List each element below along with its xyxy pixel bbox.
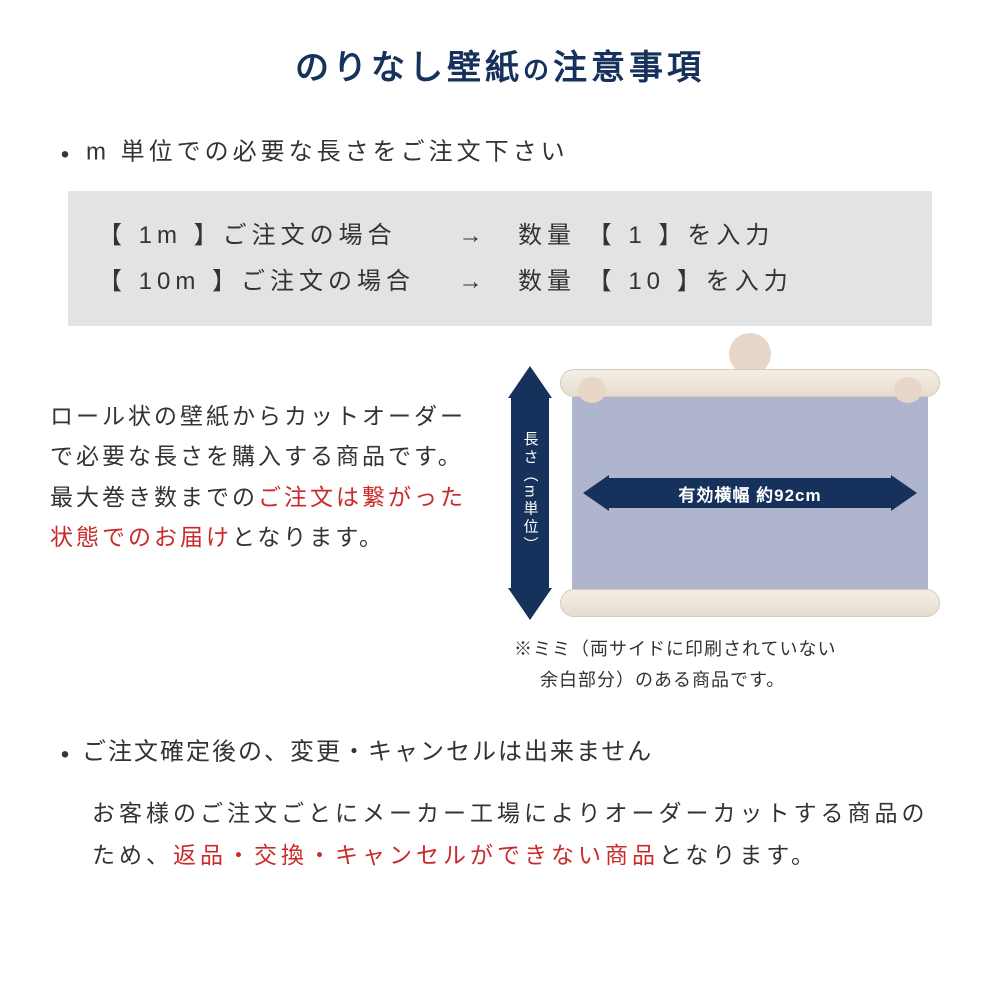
bullet-dot-icon: ・: [50, 740, 82, 773]
horizontal-width-arrow: 有効横幅 約92cm: [583, 475, 918, 511]
s2-b: となります。: [659, 842, 818, 868]
arrow-right-icon: →: [428, 213, 518, 259]
desc-part-b: となります。: [232, 524, 385, 550]
mimi-line1: ※ミミ（両サイドに印刷されていない: [514, 639, 836, 659]
vertical-length-arrow: 長さ（m単位）: [508, 366, 552, 620]
width-label: 有効横幅 約92cm: [609, 478, 892, 508]
bullet-1-text: m 単位での必要な長さをご注文下さい: [86, 138, 569, 165]
mimi-footnote: ※ミミ（両サイドに印刷されていない 余白部分）のある商品です。: [508, 634, 950, 695]
arrow-down-icon: [508, 588, 552, 620]
order-example-box: 【 1m 】ご注文の場合 → 数量 【 1 】を入力 【 10m 】ご注文の場合…: [68, 191, 932, 326]
product-diagram: 長さ（m単位） 有効横幅 約92cm: [508, 366, 950, 695]
title-pre: のりなし壁紙: [295, 49, 523, 87]
mimi-line2: 余白部分）のある商品です。: [514, 665, 785, 696]
arrow-right-icon: [891, 475, 917, 511]
example-right: 数量 【 10 】を入力: [518, 259, 793, 305]
arrow-right-icon: →: [428, 259, 518, 305]
roll-bottom: [560, 589, 940, 617]
example-right: 数量 【 1 】を入力: [518, 213, 774, 259]
bullet-2-text: ご注文確定後の、変更・キャンセルは出来ません: [82, 739, 653, 766]
wallpaper-roll-illustration: 有効横幅 約92cm: [560, 369, 940, 617]
example-left: 【 10m 】ご注文の場合: [98, 259, 428, 305]
section-2-body: お客様のご注文ごとにメーカー工場によりオーダーカットする商品のため、返品・交換・…: [50, 793, 950, 876]
title-small: の: [523, 55, 553, 85]
vertical-arrow-bar: 長さ（m単位）: [511, 398, 549, 588]
title-post: 注意事項: [553, 49, 705, 87]
page-title: のりなし壁紙の注意事項: [50, 40, 950, 89]
bullet-1: ・m 単位での必要な長さをご注文下さい: [50, 131, 950, 175]
bullet-2: ・ご注文確定後の、変更・キャンセルは出来ません: [50, 731, 950, 775]
hand-icon: [894, 377, 922, 403]
example-row: 【 1m 】ご注文の場合 → 数量 【 1 】を入力: [98, 213, 902, 259]
arrow-up-icon: [508, 366, 552, 398]
mid-section: ロール状の壁紙からカットオーダーで必要な長さを購入する商品です。最大巻き数までの…: [50, 366, 950, 695]
bullet-dot-icon: ・: [50, 140, 84, 173]
example-row: 【 10m 】ご注文の場合 → 数量 【 10 】を入力: [98, 259, 902, 305]
vertical-arrow-label: 長さ（m単位）: [520, 431, 541, 555]
s2-red: 返品・交換・キャンセルができない商品: [173, 842, 659, 868]
description-text: ロール状の壁紙からカットオーダーで必要な長さを購入する商品です。最大巻き数までの…: [50, 366, 488, 695]
arrow-left-icon: [583, 475, 609, 511]
example-left: 【 1m 】ご注文の場合: [98, 213, 428, 259]
roll-top: [560, 369, 940, 397]
roll-sheet: 有効横幅 約92cm: [572, 397, 928, 589]
hand-icon: [578, 377, 606, 403]
